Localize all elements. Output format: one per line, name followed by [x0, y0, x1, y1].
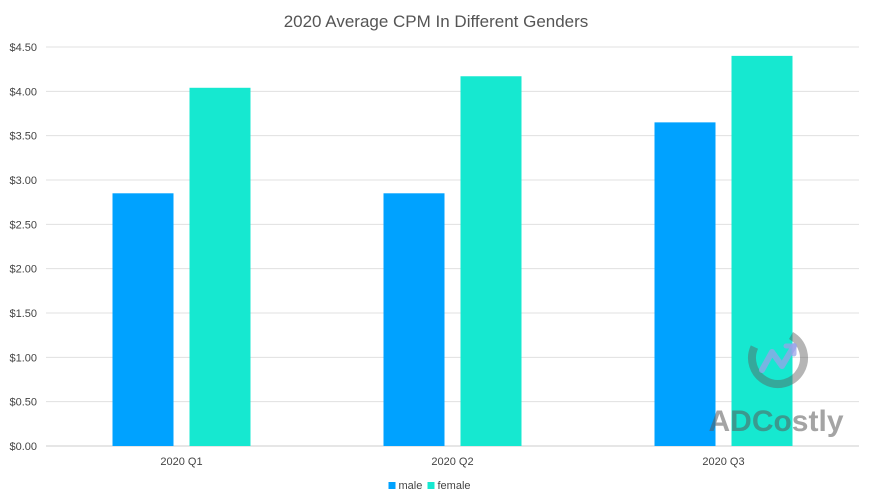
y-tick-label: $3.00	[9, 175, 37, 187]
legend-label-male: male	[399, 480, 423, 492]
bar-female-1	[189, 87, 251, 446]
bar-female-3	[731, 55, 793, 446]
watermark-arrow-icon	[759, 343, 797, 373]
x-tick-label: 2020 Q2	[431, 456, 473, 468]
y-tick-label: $4.00	[9, 86, 37, 98]
y-tick-label: $2.00	[9, 264, 37, 276]
y-tick-label: $2.50	[9, 219, 37, 231]
legend-swatch-female	[427, 482, 435, 489]
bar-male-2	[383, 193, 445, 446]
bar-female-2	[460, 76, 522, 446]
chart-title: 2020 Average CPM In Different Genders	[284, 12, 589, 31]
watermark-text: ADCostly	[708, 405, 843, 438]
x-tick-label: 2020 Q1	[160, 456, 202, 468]
legend-swatch-male	[388, 482, 396, 489]
y-tick-label: $3.50	[9, 131, 37, 143]
x-tick-label: 2020 Q3	[702, 456, 744, 468]
y-tick-label: $0.50	[9, 397, 37, 409]
legend: male female	[388, 480, 471, 492]
bar-male-3	[654, 122, 716, 446]
y-tick-label: $1.50	[9, 308, 37, 320]
y-tick-label: $1.00	[9, 352, 37, 364]
legend-label-female: female	[438, 480, 471, 492]
y-axis-tick-labels: $0.00 $0.50 $1.00 $1.50 $2.00 $2.50 $3.00 $3.50…	[9, 42, 37, 453]
bar-male-1	[112, 193, 174, 446]
grid-lines	[46, 46, 859, 447]
y-tick-label: $4.50	[9, 42, 37, 54]
watermark-arrowhead	[783, 343, 797, 357]
x-axis-tick-labels: 2020 Q1 2020 Q2 2020 Q3	[160, 456, 744, 468]
y-tick-label: $0.00	[9, 441, 37, 453]
bars	[112, 55, 793, 446]
